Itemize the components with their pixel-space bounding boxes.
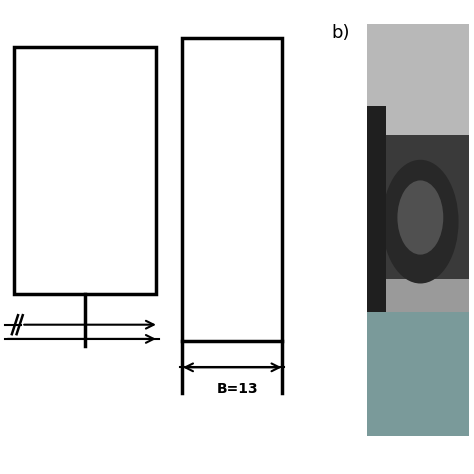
Ellipse shape <box>382 160 458 283</box>
Bar <box>182 38 282 341</box>
Bar <box>367 24 469 139</box>
Bar <box>367 312 469 436</box>
Bar <box>367 135 469 279</box>
Bar <box>14 47 156 294</box>
Ellipse shape <box>397 181 443 255</box>
Bar <box>367 24 469 436</box>
Text: b): b) <box>332 24 350 42</box>
Text: B=13: B=13 <box>217 382 259 396</box>
Bar <box>367 106 386 312</box>
